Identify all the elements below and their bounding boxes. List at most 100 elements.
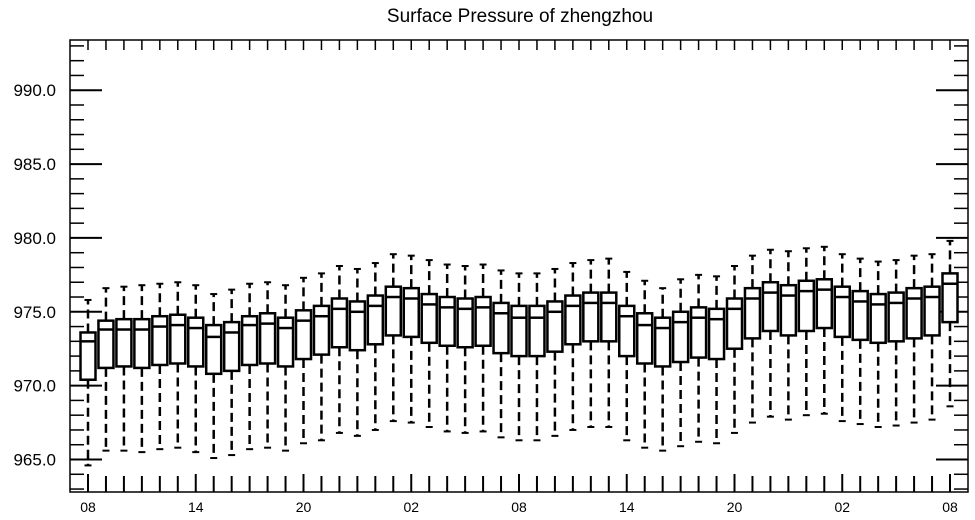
iqr-box bbox=[438, 295, 456, 348]
y-tick-label: 985.0 bbox=[13, 155, 56, 174]
y-axis: 965.0 970.0 975.0 980.0 985.0 990.0 bbox=[13, 45, 968, 490]
box-plot-item bbox=[294, 276, 313, 445]
iqr-box bbox=[707, 307, 726, 361]
box-plot-item bbox=[582, 259, 600, 429]
iqr-box bbox=[276, 316, 295, 368]
box-plot-item bbox=[187, 284, 205, 454]
iqr-box bbox=[653, 316, 672, 368]
iqr-box bbox=[528, 304, 546, 358]
iqr-box bbox=[474, 295, 492, 348]
iqr-box bbox=[348, 300, 367, 352]
box-plot-item bbox=[169, 281, 187, 449]
y-tick-label: 980.0 bbox=[13, 229, 56, 248]
y-tick-label: 990.0 bbox=[13, 81, 56, 100]
iqr-box bbox=[222, 320, 241, 373]
iqr-box bbox=[187, 316, 205, 368]
box-plot-item bbox=[725, 265, 744, 434]
x-tick-label: 02 bbox=[834, 499, 850, 515]
iqr-box bbox=[869, 292, 887, 345]
x-tick-label: 14 bbox=[619, 499, 635, 515]
box-plot-item bbox=[366, 262, 385, 431]
box-plot-item bbox=[653, 287, 672, 452]
box-plot-item bbox=[510, 272, 528, 442]
iqr-box bbox=[384, 285, 403, 337]
iqr-box bbox=[689, 306, 708, 359]
box-plot-item bbox=[869, 260, 887, 429]
box-plot-item bbox=[689, 273, 708, 443]
x-tick-label: 20 bbox=[727, 499, 743, 515]
y-tick-label: 965.0 bbox=[13, 451, 56, 470]
iqr-box bbox=[851, 289, 869, 342]
box-plot-item bbox=[258, 281, 277, 449]
x-tick-label: 02 bbox=[403, 499, 419, 515]
iqr-box bbox=[797, 279, 816, 333]
box-plot-item bbox=[204, 293, 223, 460]
box-plot-item bbox=[833, 253, 851, 423]
box-plot-item bbox=[761, 248, 780, 418]
iqr-box bbox=[115, 317, 133, 368]
box-plot-item bbox=[564, 262, 582, 431]
y-tick-label: 975.0 bbox=[13, 303, 56, 322]
box-plot-item bbox=[546, 267, 564, 437]
box-plot-item bbox=[941, 239, 959, 408]
iqr-box bbox=[600, 291, 618, 343]
iqr-box bbox=[204, 323, 223, 376]
iqr-box bbox=[743, 286, 762, 340]
box-plot-item bbox=[133, 284, 151, 454]
iqr-box bbox=[941, 272, 959, 324]
box-plot-item bbox=[151, 282, 169, 451]
box-plot-item bbox=[402, 254, 420, 424]
box-plot-item bbox=[671, 278, 690, 448]
iqr-box bbox=[833, 285, 851, 339]
box-plot-item bbox=[851, 257, 869, 426]
box-plot-item bbox=[905, 254, 923, 424]
box-plot-item bbox=[276, 284, 295, 452]
iqr-box bbox=[79, 331, 97, 381]
x-tick-label: 08 bbox=[942, 499, 958, 515]
box-plot-item bbox=[420, 259, 438, 429]
iqr-box bbox=[725, 297, 744, 350]
iqr-box bbox=[330, 297, 349, 349]
iqr-box bbox=[671, 310, 690, 364]
x-tick-label: 20 bbox=[296, 499, 312, 515]
box-plot-item bbox=[707, 275, 726, 445]
x-tick-label: 14 bbox=[188, 499, 204, 515]
iqr-box bbox=[420, 292, 438, 345]
iqr-box bbox=[133, 317, 151, 370]
box-plot-item bbox=[312, 272, 331, 442]
box-plot-item bbox=[923, 253, 941, 421]
x-axis: 08 14 20 02 08 14 20 02 08 bbox=[80, 40, 958, 515]
iqr-box bbox=[151, 314, 169, 367]
iqr-box bbox=[97, 319, 115, 370]
iqr-box bbox=[923, 285, 941, 337]
box-plot-item bbox=[222, 288, 241, 457]
box-plot-item bbox=[115, 285, 133, 452]
box-plot-item bbox=[635, 279, 654, 449]
chart-title: Surface Pressure of zhengzhou bbox=[387, 6, 653, 27]
box-plot-item bbox=[528, 272, 546, 442]
iqr-box bbox=[258, 312, 277, 365]
box-plot-item bbox=[797, 247, 816, 417]
iqr-box bbox=[402, 286, 420, 339]
iqr-box bbox=[887, 291, 905, 343]
box-plot-item bbox=[492, 269, 510, 439]
iqr-box bbox=[582, 291, 600, 343]
box-plot-item bbox=[240, 282, 259, 451]
iqr-box bbox=[564, 294, 582, 346]
box-plot-item bbox=[474, 263, 492, 433]
box-plot-item bbox=[348, 267, 367, 437]
iqr-box bbox=[761, 280, 780, 333]
iqr-box bbox=[169, 313, 187, 365]
iqr-box bbox=[294, 309, 313, 361]
box-plot-item bbox=[79, 298, 97, 467]
box-plot-item bbox=[600, 257, 618, 429]
box-plot-item bbox=[815, 245, 834, 415]
box-plot-item bbox=[743, 254, 762, 424]
plot-frame bbox=[69, 39, 969, 493]
iqr-box bbox=[366, 294, 385, 346]
iqr-box bbox=[240, 314, 259, 367]
box-series bbox=[79, 239, 959, 467]
iqr-box bbox=[510, 304, 528, 358]
iqr-box bbox=[779, 283, 798, 337]
